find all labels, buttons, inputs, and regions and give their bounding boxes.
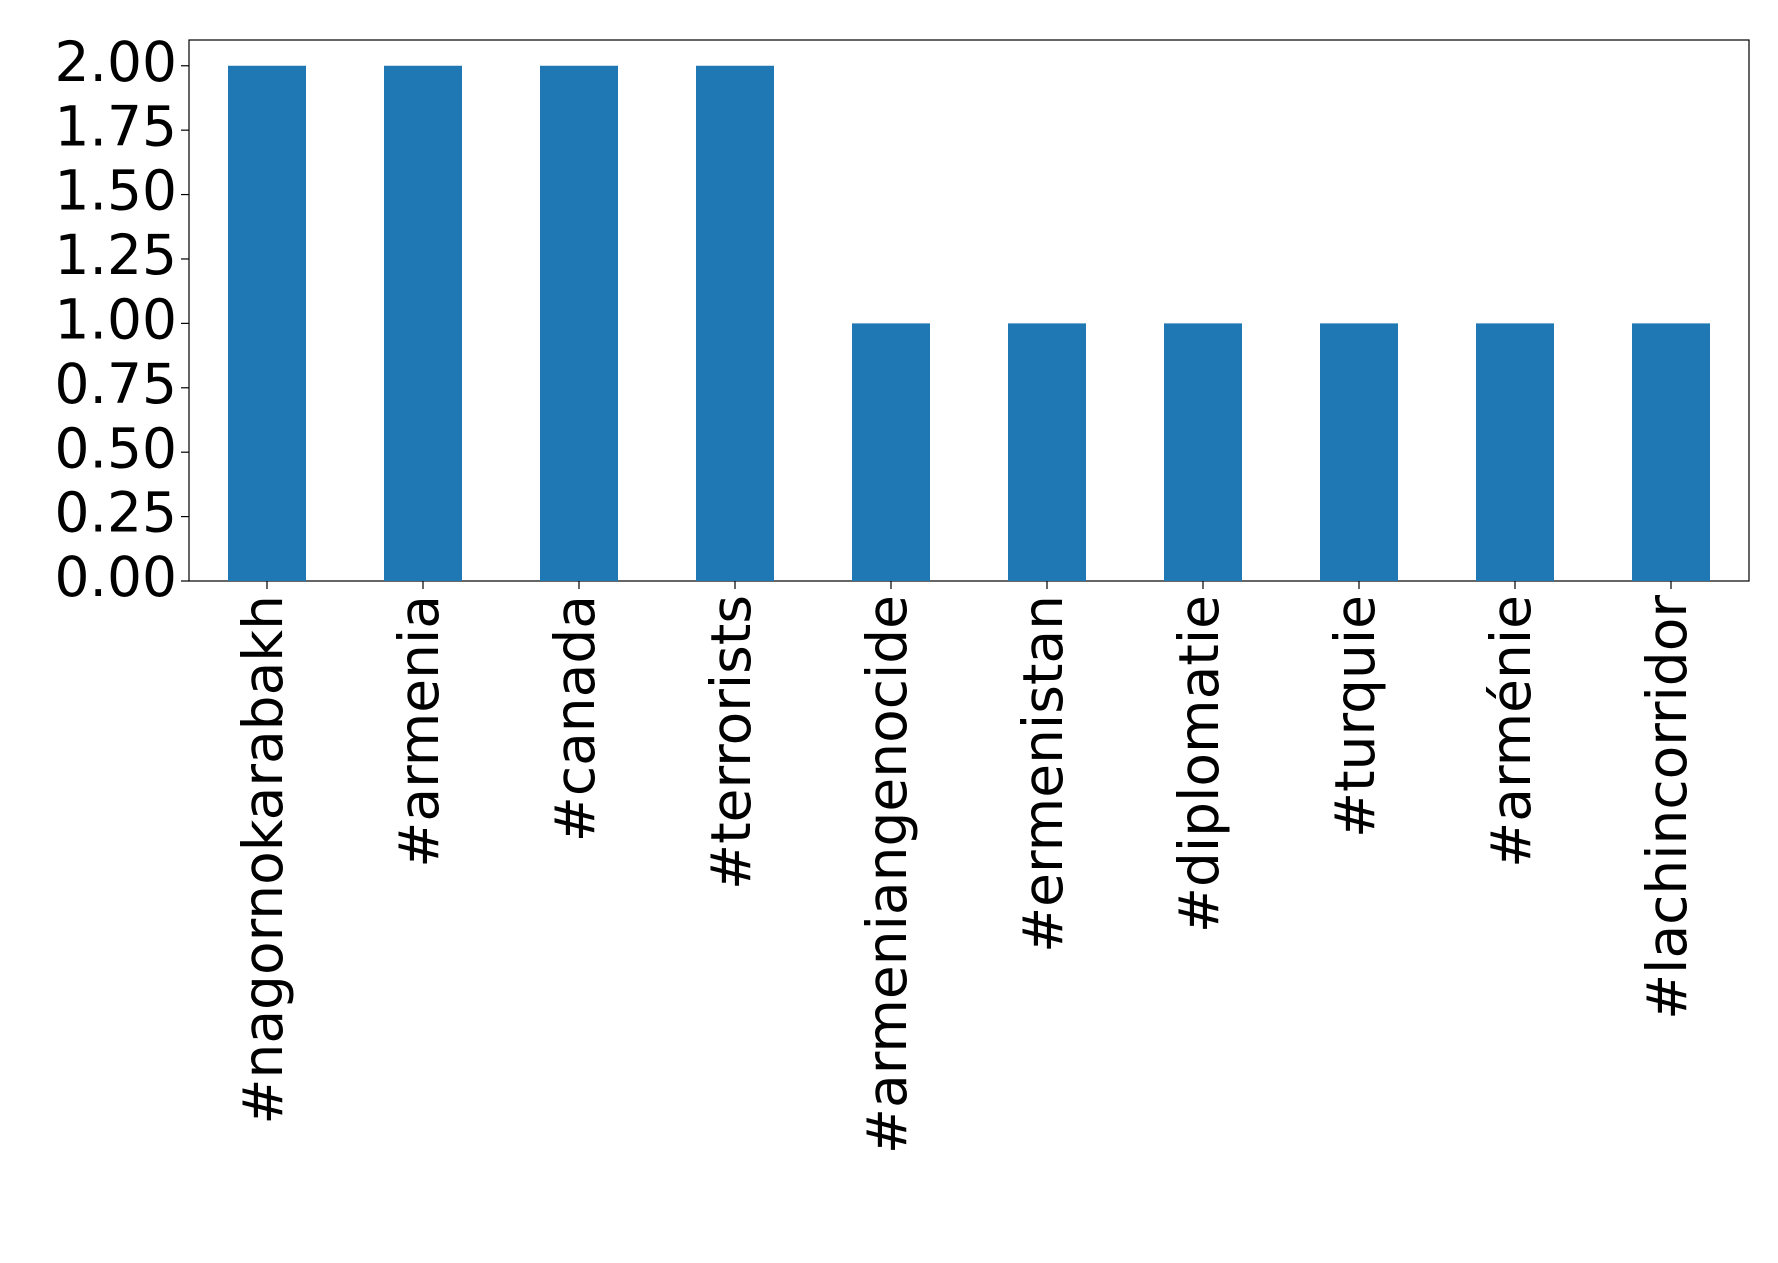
y-tick-label: 0.25 <box>55 481 177 545</box>
x-tick-label: #turquie <box>1323 595 1387 838</box>
y-tick-label: 0.50 <box>55 416 177 480</box>
bar <box>1476 323 1554 581</box>
x-tick-label: #canada <box>543 595 607 842</box>
x-tick-label: #ermenistan <box>1011 595 1075 953</box>
bar <box>852 323 930 581</box>
bar <box>1320 323 1398 581</box>
y-tick-label: 1.50 <box>55 159 177 223</box>
plot-frame <box>188 39 1750 582</box>
x-tick-label: #diplomatie <box>1167 595 1231 933</box>
bar <box>1632 323 1710 581</box>
y-tick-label: 0.00 <box>55 545 177 609</box>
x-tick-label: #lachincorridor <box>1635 595 1699 1020</box>
x-tick-label: #terrorists <box>699 595 763 890</box>
y-tick-label: 2.00 <box>55 30 177 94</box>
y-tick-label: 0.75 <box>55 352 177 416</box>
bar <box>1008 323 1086 581</box>
y-tick-label: 1.00 <box>55 288 177 352</box>
y-tick-label: 1.25 <box>55 223 177 287</box>
y-tick-label: 1.75 <box>55 94 177 158</box>
bar <box>540 65 618 581</box>
x-tick-label: #nagornokarabakh <box>231 595 295 1125</box>
x-tick-label: #armenia <box>387 595 451 868</box>
x-tick-label: #arménie <box>1479 595 1543 868</box>
bar <box>696 65 774 581</box>
x-tick-label: #armeniangenocide <box>855 595 919 1154</box>
bar <box>1164 323 1242 581</box>
bar <box>384 65 462 581</box>
bar <box>228 65 306 581</box>
